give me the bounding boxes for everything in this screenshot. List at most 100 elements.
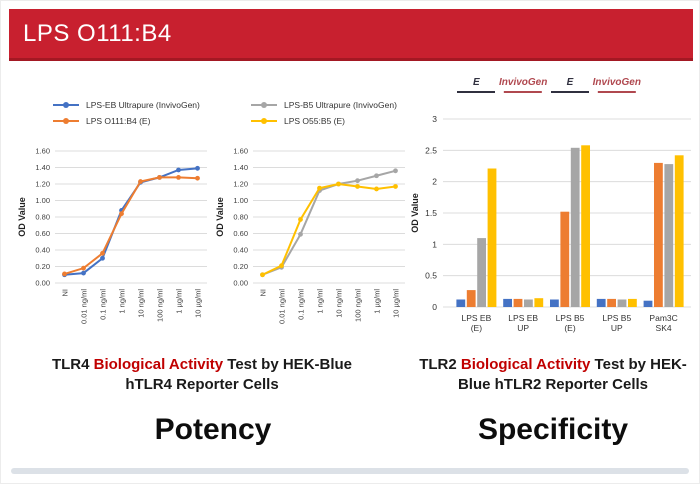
- svg-text:1: 1: [432, 239, 437, 249]
- svg-text:0.5: 0.5: [425, 271, 437, 281]
- svg-text:0.40: 0.40: [233, 246, 248, 255]
- bar-group: [503, 298, 544, 307]
- source-label: E: [551, 77, 589, 93]
- data-point: [100, 250, 105, 256]
- tlr2-specificity-chart-svg: 3 2.5 2 1.5 1 0.5 0 OD Value LPS EB (E) LPS EB UP LP…: [410, 114, 691, 333]
- underline: [504, 91, 543, 93]
- bar: [628, 298, 637, 307]
- svg-text:100 ng/ml: 100 ng/ml: [156, 289, 165, 322]
- line-chart: 1.60 1.40 1.20 1.00 0.80 0.60 0.40 0.20 0.00 OD V…: [213, 141, 411, 353]
- data-point: [100, 255, 105, 261]
- potency-chart-lps-eb: LPS-EB Ultrapure (InvivoGen) LPS O111:B4 …: [15, 97, 213, 353]
- underline: [457, 91, 496, 93]
- svg-text:3: 3: [432, 114, 437, 124]
- svg-text:1.40: 1.40: [233, 163, 248, 172]
- bar: [596, 298, 606, 307]
- x-axis-labels: NI 0.01 ng/ml 0.1 ng/ml 1 ng/ml 10 ng/ml 100 …: [61, 289, 203, 324]
- legend-marker-icon: [53, 104, 79, 106]
- series-line: [64, 176, 198, 275]
- bar: [550, 299, 559, 307]
- bar: [607, 298, 616, 307]
- data-point: [119, 211, 124, 217]
- data-point: [298, 231, 303, 237]
- svg-text:NI: NI: [61, 289, 70, 297]
- data-point: [374, 173, 379, 179]
- caption-highlight: Biological Activity: [93, 356, 224, 373]
- x-axis-label: LPS EB UP: [508, 313, 538, 333]
- gridlines-and-yticks: 1.60 1.40 1.20 1.00 0.80 0.60 0.40 0.20 0.00: [233, 147, 405, 288]
- bar: [503, 298, 512, 307]
- bar-group: [550, 145, 590, 307]
- svg-text:1.00: 1.00: [233, 196, 248, 205]
- svg-text:0.01 ng/ml: 0.01 ng/ml: [278, 289, 287, 324]
- series: [260, 168, 398, 278]
- svg-text:1.20: 1.20: [35, 180, 50, 189]
- bar-group: [643, 155, 684, 307]
- source-label: E: [457, 77, 496, 93]
- title-banner: LPS O111:B4: [9, 9, 693, 61]
- bar: [456, 299, 466, 307]
- series-line: [262, 182, 396, 276]
- svg-text:0.1 ng/ml: 0.1 ng/ml: [297, 289, 306, 320]
- bar: [643, 300, 653, 307]
- svg-text:0.20: 0.20: [35, 262, 50, 271]
- bar-group: [596, 298, 637, 307]
- x-axis-label: LPS B5 (E): [556, 313, 585, 333]
- svg-text:2.5: 2.5: [425, 145, 437, 155]
- series: [260, 181, 398, 278]
- underline: [551, 91, 589, 93]
- svg-text:10 µg/ml: 10 µg/ml: [194, 289, 203, 318]
- caption-prefix: TLR4: [51, 356, 90, 373]
- svg-text:0.40: 0.40: [35, 246, 50, 255]
- svg-text:NI: NI: [259, 289, 268, 297]
- svg-text:0.01 ng/ml: 0.01 ng/ml: [80, 289, 89, 324]
- svg-text:1.40: 1.40: [35, 163, 50, 172]
- legend-marker-icon: [53, 120, 79, 122]
- legend-entry: LPS-EB Ultrapure (InvivoGen): [53, 100, 213, 110]
- data-point: [279, 263, 284, 269]
- data-point: [393, 168, 398, 174]
- caption-suffix: Test by HEK-Blue hTLR4 Reporter Cells: [125, 356, 353, 394]
- data-point: [195, 165, 200, 171]
- tlr2-caption: TLR2 Biological Activity Test by HEK-Blu…: [409, 355, 697, 396]
- data-point: [81, 265, 86, 271]
- bar: [674, 155, 684, 307]
- data-point: [138, 179, 143, 184]
- svg-text:0.00: 0.00: [35, 279, 50, 288]
- gridlines-and-yticks: 3 2.5 2 1.5 1 0.5 0: [425, 114, 691, 312]
- legend-entry: LPS O111:B4 (E): [53, 116, 213, 126]
- slide-edge-strip: [11, 468, 689, 474]
- data-point: [393, 184, 398, 189]
- bar: [570, 147, 580, 307]
- bar-group: [456, 168, 497, 307]
- svg-text:1 µg/ml: 1 µg/ml: [373, 289, 382, 314]
- potency-chart-lps-b5: LPS-B5 Ultrapure (InvivoGen) LPS O55:B5 (…: [213, 97, 411, 353]
- caption-highlight: Biological Activity: [460, 356, 591, 373]
- legend-entry: LPS O55:B5 (E): [251, 116, 411, 126]
- chart-legend: LPS-B5 Ultrapure (InvivoGen) LPS O55:B5 (…: [213, 97, 411, 141]
- svg-text:0.80: 0.80: [35, 213, 50, 222]
- svg-text:2: 2: [432, 177, 437, 187]
- tlr4-caption: TLR4 Biological Activity Test by HEK-Blu…: [29, 355, 375, 396]
- svg-text:1.00: 1.00: [35, 196, 50, 205]
- svg-text:0.20: 0.20: [233, 262, 248, 271]
- svg-text:100 ng/ml: 100 ng/ml: [354, 289, 363, 322]
- caption-prefix: TLR2: [419, 356, 457, 373]
- svg-text:0.60: 0.60: [233, 229, 248, 238]
- y-axis-label: OD Value: [215, 197, 225, 237]
- specificity-bar-chart: E InvivoGen E InvivoGen 3 2.5 2 1.5 1 0.5 0 OD Val…: [409, 77, 697, 341]
- bar: [513, 298, 523, 307]
- bar: [534, 298, 544, 307]
- bar: [617, 299, 627, 307]
- gridlines-and-yticks: 1.60 1.40 1.20 1.00 0.80 0.60 0.40 0.20 0.00: [35, 147, 207, 288]
- svg-text:1 ng/ml: 1 ng/ml: [118, 289, 127, 314]
- underline: [597, 91, 636, 93]
- page-title: LPS O111:B4: [23, 19, 172, 47]
- svg-text:10 µg/ml: 10 µg/ml: [392, 289, 401, 318]
- legend-entry: LPS-B5 Ultrapure (InvivoGen): [251, 100, 411, 110]
- data-point: [336, 181, 341, 187]
- specificity-label: Specificity: [477, 413, 629, 446]
- svg-text:1.60: 1.60: [233, 147, 248, 156]
- tlr4-potency-chart-eb-svg: 1.60 1.40 1.20 1.00 0.80 0.60 0.40 0.20 0.00 OD V…: [17, 147, 207, 324]
